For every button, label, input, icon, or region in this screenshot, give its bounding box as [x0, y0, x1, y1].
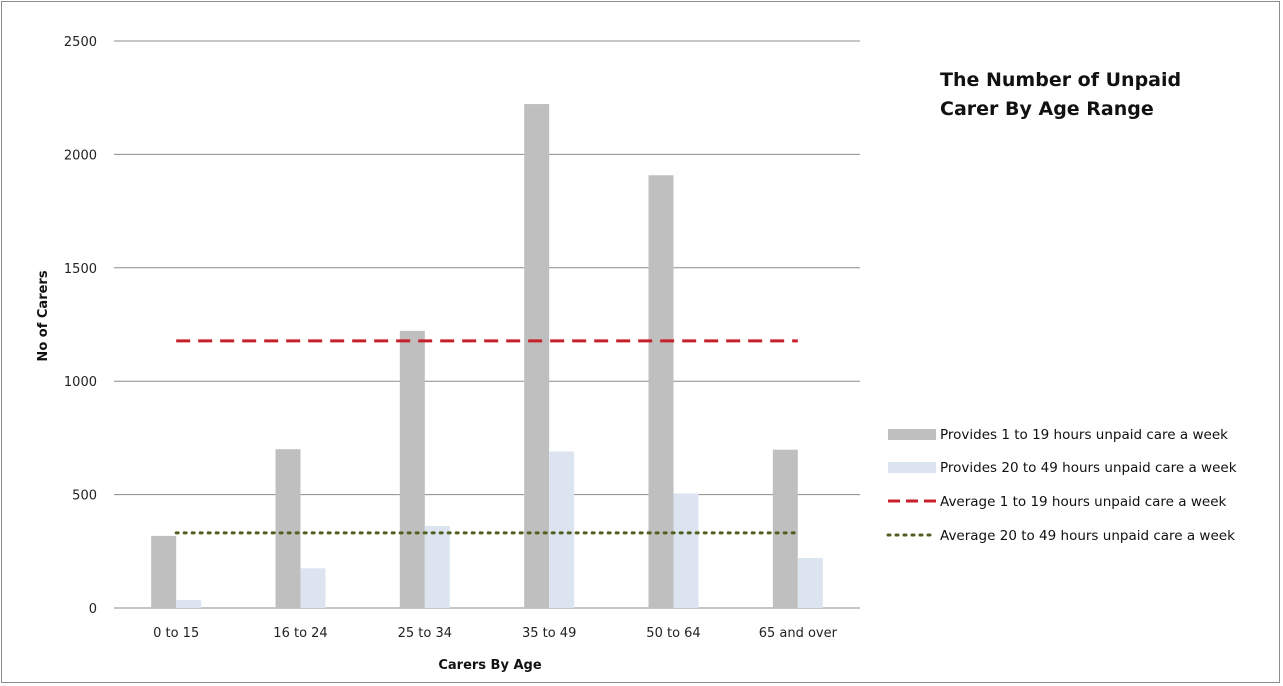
chart-title-line-2: Carer By Age Range — [940, 98, 1154, 120]
chart-title-line-1: The Number of Unpaid — [940, 69, 1181, 91]
y-tick-label: 2000 — [64, 148, 97, 163]
bar-2-2 — [424, 525, 450, 608]
bar-2-1 — [300, 568, 326, 608]
y-axis-title: No of Carers — [36, 270, 51, 361]
y-tick-label: 0 — [89, 602, 97, 617]
bar-1-4 — [648, 175, 674, 608]
bars — [151, 104, 823, 608]
x-tick-label: 50 to 64 — [646, 626, 700, 641]
x-tick-labels: 0 to 15 16 to 24 25 to 34 35 to 49 50 to 64 6… — [153, 626, 838, 641]
legend-label-1: Provides 20 to 49 hours unpaid care a we… — [940, 460, 1237, 476]
y-tick-label: 1000 — [64, 375, 97, 390]
x-tick-label: 35 to 49 — [522, 626, 576, 641]
legend-swatch-1 — [888, 462, 936, 473]
legend-label-3: Average 20 to 49 hours unpaid care a wee… — [940, 528, 1235, 544]
y-tick-labels: 0 500 1000 1500 2000 2500 — [64, 35, 97, 617]
bar-2-0 — [176, 600, 202, 608]
bar-2-4 — [673, 493, 699, 608]
y-tick-label: 1500 — [64, 262, 97, 277]
x-tick-label: 65 and over — [759, 626, 838, 641]
gridlines — [114, 40, 860, 609]
legend-swatch-0 — [888, 429, 936, 440]
bar-1-2 — [399, 330, 425, 608]
legend-label-2: Average 1 to 19 hours unpaid care a week — [940, 494, 1226, 510]
x-tick-label: 0 to 15 — [153, 626, 199, 641]
bar-1-0 — [151, 535, 177, 608]
bar-1-1 — [275, 449, 301, 608]
bar-2-3 — [549, 451, 575, 608]
x-axis-title: Carers By Age — [438, 658, 541, 673]
bar-1-5 — [772, 449, 798, 608]
bar-2-5 — [797, 558, 823, 608]
y-tick-label: 500 — [72, 489, 97, 504]
x-tick-label: 16 to 24 — [273, 626, 327, 641]
y-tick-label: 2500 — [64, 35, 97, 50]
bar-1-3 — [524, 104, 550, 608]
legend: Provides 1 to 19 hours unpaid care a wee… — [886, 427, 1237, 544]
x-tick-label: 25 to 34 — [398, 626, 452, 641]
average-lines — [174, 339, 800, 535]
legend-label-0: Provides 1 to 19 hours unpaid care a wee… — [940, 427, 1228, 443]
